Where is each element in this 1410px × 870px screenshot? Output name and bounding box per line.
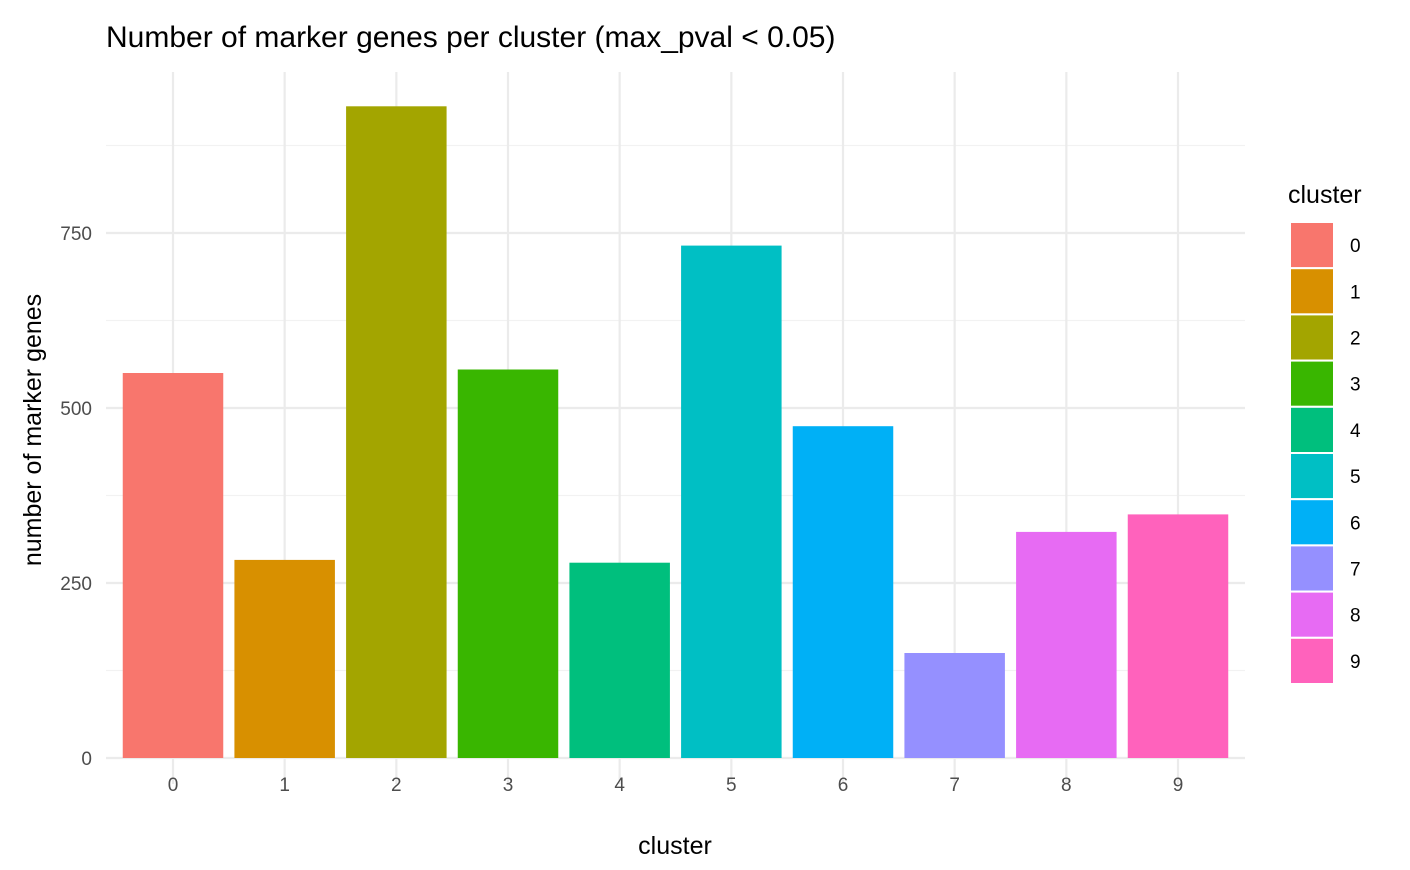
x-tick-label: 7: [949, 775, 960, 796]
x-tick-label: 8: [1061, 775, 1072, 796]
bar-cluster-7: [904, 653, 1005, 758]
bar-cluster-2: [346, 106, 447, 759]
bar-cluster-4: [569, 562, 670, 758]
legend-key-3: [1289, 359, 1335, 408]
x-tick-label: 3: [503, 775, 514, 796]
x-axis-title: cluster: [638, 832, 712, 860]
legend-label-5: 5: [1350, 467, 1361, 488]
bar-cluster-3: [457, 369, 559, 758]
legend-key-4: [1289, 405, 1335, 454]
x-tick-label: 9: [1173, 775, 1184, 796]
bar-cluster-9: [1127, 514, 1229, 758]
legend-key-8: [1289, 590, 1335, 639]
x-tick-label: 2: [391, 775, 402, 796]
x-axis-ticks: 0 1 2 3 4 5 6 7 8 9: [168, 775, 1184, 796]
legend: cluster 0 1 2 3 4 5 6 7 8 9: [1288, 181, 1362, 685]
legend-key-0: [1289, 221, 1335, 270]
legend-label-3: 3: [1350, 375, 1361, 396]
legend-key-2: [1289, 313, 1335, 362]
legend-key-6: [1289, 498, 1335, 547]
legend-label-9: 9: [1350, 652, 1361, 673]
legend-title: cluster: [1288, 181, 1362, 209]
legend-label-8: 8: [1350, 606, 1361, 627]
bar-cluster-5: [681, 245, 782, 759]
bar-cluster-1: [234, 559, 335, 758]
y-tick-label: 250: [60, 574, 92, 595]
legend-key-9: [1289, 636, 1335, 685]
chart-title: Number of marker genes per cluster (max_…: [106, 21, 835, 54]
y-tick-label: 500: [60, 399, 92, 420]
bar-cluster-6: [792, 426, 894, 758]
legend-label-1: 1: [1350, 282, 1361, 303]
bars: [122, 106, 1229, 759]
legend-label-2: 2: [1350, 329, 1361, 350]
y-tick-label: 750: [60, 224, 92, 245]
y-tick-label: 0: [81, 749, 92, 770]
legend-label-0: 0: [1350, 236, 1361, 257]
x-tick-label: 4: [614, 775, 625, 796]
legend-label-6: 6: [1350, 513, 1361, 534]
x-tick-label: 6: [838, 775, 849, 796]
bar-cluster-8: [1016, 531, 1117, 758]
legend-key-7: [1289, 544, 1335, 593]
legend-key-1: [1289, 267, 1335, 316]
bar-cluster-0: [122, 373, 224, 758]
legend-label-4: 4: [1350, 421, 1361, 442]
x-tick-label: 1: [279, 775, 290, 796]
legend-label-7: 7: [1350, 560, 1361, 581]
y-axis-ticks: 0 250 500 750: [60, 224, 92, 770]
legend-key-5: [1289, 452, 1335, 501]
x-tick-label: 0: [168, 775, 179, 796]
y-axis-title: number of marker genes: [19, 294, 47, 566]
x-tick-label: 5: [726, 775, 737, 796]
